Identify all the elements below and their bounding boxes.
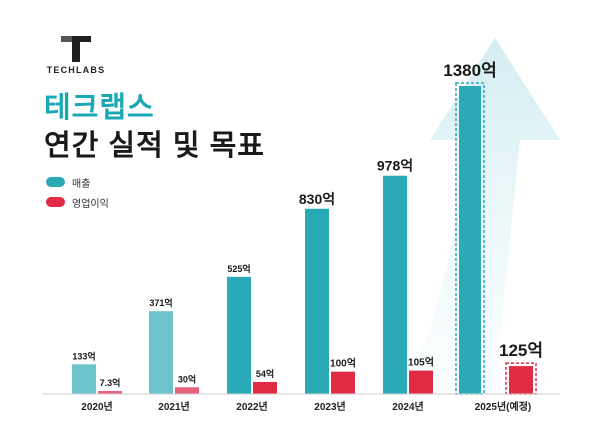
bar-profit-3 bbox=[331, 371, 355, 394]
data-label-profit-2: 54억 bbox=[256, 368, 274, 379]
chart-legend: 매출 영업이익 bbox=[46, 174, 109, 214]
t-letter-logo-icon bbox=[61, 36, 91, 62]
legend-item-revenue: 매출 bbox=[46, 174, 109, 190]
data-label-revenue-4: 978억 bbox=[377, 158, 413, 174]
legend-label-revenue: 매출 bbox=[72, 178, 91, 190]
legend-item-profit: 영업이익 bbox=[46, 194, 109, 210]
data-label-profit-0: 7.3억 bbox=[100, 377, 121, 388]
bar-revenue-1 bbox=[149, 311, 173, 394]
brand-name: TECHLABS bbox=[46, 65, 106, 75]
page-title-company: 테크랩스 bbox=[44, 92, 155, 124]
data-label-profit-1: 30억 bbox=[178, 373, 196, 384]
x-tick-label-2: 2022년 bbox=[236, 400, 267, 413]
bar-revenue-5 bbox=[459, 86, 481, 394]
bar-revenue-3 bbox=[305, 208, 329, 394]
data-label-profit-4: 105억 bbox=[408, 357, 434, 369]
bar-profit-0 bbox=[98, 391, 122, 394]
page-title-subtitle: 연간 실적 및 목표 bbox=[44, 130, 265, 162]
data-label-revenue-5: 1380억 bbox=[443, 61, 496, 80]
bar-profit-4 bbox=[409, 370, 433, 394]
brand-logo: TECHLABS bbox=[44, 36, 108, 75]
data-label-revenue-1: 371억 bbox=[149, 297, 172, 308]
x-tick-label-4: 2024년 bbox=[392, 400, 423, 413]
bar-profit-1 bbox=[175, 387, 199, 394]
bar-revenue-2 bbox=[227, 276, 251, 394]
legend-label-profit: 영업이익 bbox=[72, 198, 109, 210]
data-label-revenue-2: 525억 bbox=[227, 263, 250, 274]
bar-revenue-4 bbox=[383, 175, 407, 394]
bar-revenue-0 bbox=[72, 364, 96, 394]
bar-profit-5 bbox=[509, 366, 533, 394]
data-label-profit-3: 100억 bbox=[330, 358, 356, 370]
legend-swatch-profit bbox=[46, 197, 65, 207]
x-tick-label-0: 2020년 bbox=[81, 400, 112, 413]
legend-swatch-revenue bbox=[46, 177, 65, 187]
data-label-revenue-0: 133억 bbox=[72, 350, 95, 361]
x-tick-label-3: 2023년 bbox=[314, 400, 345, 413]
data-label-revenue-3: 830억 bbox=[299, 191, 335, 207]
x-tick-label-5: 2025년(예정) bbox=[475, 400, 532, 413]
data-label-profit-5: 125억 bbox=[499, 341, 543, 360]
bar-profit-2 bbox=[253, 381, 277, 394]
x-tick-label-1: 2021년 bbox=[158, 400, 189, 413]
